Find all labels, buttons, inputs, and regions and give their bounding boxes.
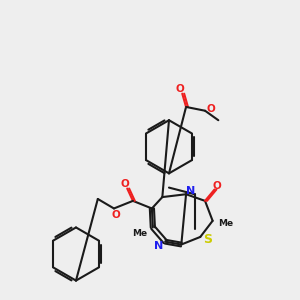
Text: N: N: [154, 242, 163, 251]
Text: O: O: [176, 84, 185, 94]
Text: S: S: [203, 233, 212, 246]
Text: O: O: [121, 179, 130, 189]
Text: Me: Me: [218, 219, 233, 228]
Text: Me: Me: [132, 229, 147, 238]
Text: N: N: [186, 186, 195, 197]
Text: O: O: [206, 104, 215, 114]
Text: O: O: [112, 210, 120, 220]
Text: O: O: [213, 181, 222, 191]
